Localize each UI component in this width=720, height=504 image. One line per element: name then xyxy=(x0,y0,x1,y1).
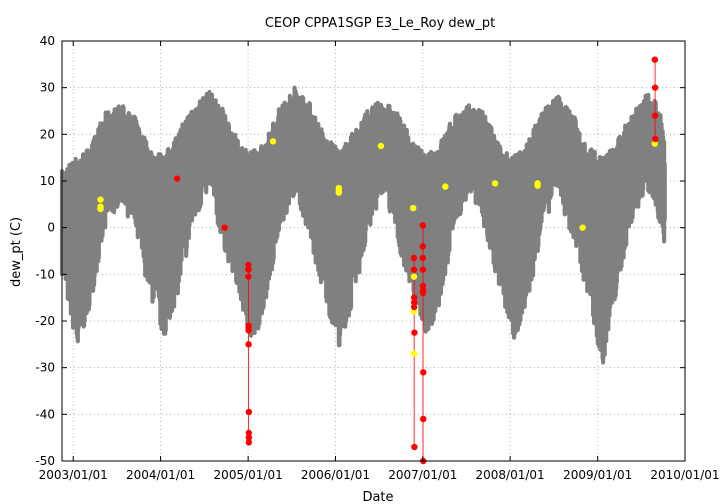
x-tick-label: 2005/01/01 xyxy=(214,468,283,482)
flagged-point xyxy=(245,434,253,441)
questionable-point xyxy=(534,180,541,187)
y-tick-label: -20 xyxy=(35,314,55,328)
y-tick-label: 10 xyxy=(40,174,55,188)
x-tick-label: 2004/01/01 xyxy=(126,468,195,482)
questionable-point xyxy=(491,180,499,187)
x-tick-label: 2006/01/01 xyxy=(301,468,370,482)
flagged-point xyxy=(652,135,659,143)
x-tick-label: 2009/01/01 xyxy=(563,468,632,482)
x-tick-label: 2010/01/01 xyxy=(650,468,719,482)
questionable-point xyxy=(269,138,277,145)
y-axis-label: dew_pt (C) xyxy=(9,217,24,287)
y-tick-label: 30 xyxy=(40,81,55,95)
y-tick-label: 20 xyxy=(40,127,55,141)
flagged-point xyxy=(245,261,252,269)
questionable-point xyxy=(410,204,417,212)
flagged-point xyxy=(651,56,659,63)
flagged-point xyxy=(410,303,418,311)
flagged-point xyxy=(419,266,427,273)
flagged-point xyxy=(419,222,426,229)
flagged-point xyxy=(411,443,418,451)
x-axis-ticks: 2003/01/01 2004/01/01 2005/01/01 2006/01/01… xyxy=(39,41,720,482)
questionable-point xyxy=(442,183,449,190)
flagged-point xyxy=(245,341,252,348)
questionable-point xyxy=(97,203,104,210)
questionable-point xyxy=(335,184,343,192)
y-tick-label: 40 xyxy=(40,34,55,48)
y-tick-label: -40 xyxy=(35,407,55,421)
flagged-point xyxy=(651,112,659,119)
flagged-point xyxy=(419,243,426,250)
flagged-point xyxy=(221,224,228,231)
flagged-point xyxy=(419,254,426,262)
questionable-point xyxy=(97,196,104,203)
x-tick-label: 2008/01/01 xyxy=(476,468,545,482)
chart-title: CEOP CPPA1SGP E3_Le_Roy dew_pt xyxy=(265,16,495,31)
flagged-point xyxy=(419,282,427,290)
questionable-point xyxy=(410,350,418,357)
y-axis-ticks: -50 -40 -30 -20 -10 0 10 20 30 40 xyxy=(35,34,685,468)
flag-points xyxy=(97,56,659,465)
x-tick-label: 2007/01/01 xyxy=(388,468,457,482)
x-tick-label: 2003/01/01 xyxy=(39,468,108,482)
y-tick-label: -10 xyxy=(35,267,55,281)
flagged-point xyxy=(245,266,252,273)
questionable-point xyxy=(410,308,418,315)
questionable-point xyxy=(651,140,659,147)
flagged-point xyxy=(245,408,253,416)
plot-frame xyxy=(61,40,686,462)
flagged-point xyxy=(410,299,418,306)
flagged-point xyxy=(245,439,253,446)
flagged-point xyxy=(410,254,418,262)
questionable-point xyxy=(377,142,385,150)
flagged-point xyxy=(651,84,659,91)
flagged-point xyxy=(419,289,427,297)
flagged-point xyxy=(245,273,252,280)
flagged-point xyxy=(245,327,252,334)
flagged-point xyxy=(245,429,253,437)
y-tick-label: -30 xyxy=(35,361,55,375)
y-tick-label: 0 xyxy=(47,221,55,235)
flagged-point xyxy=(420,369,427,376)
y-tick-label: -50 xyxy=(35,454,55,468)
flagged-point xyxy=(410,266,418,273)
questionable-point xyxy=(579,224,586,231)
flagged-point xyxy=(420,415,427,423)
flagged-point xyxy=(410,294,418,301)
flagged-point xyxy=(173,175,181,182)
questionable-point xyxy=(410,273,418,280)
questionable-point xyxy=(335,189,343,196)
x-axis-label: Date xyxy=(362,490,393,504)
flagged-point xyxy=(411,329,418,336)
